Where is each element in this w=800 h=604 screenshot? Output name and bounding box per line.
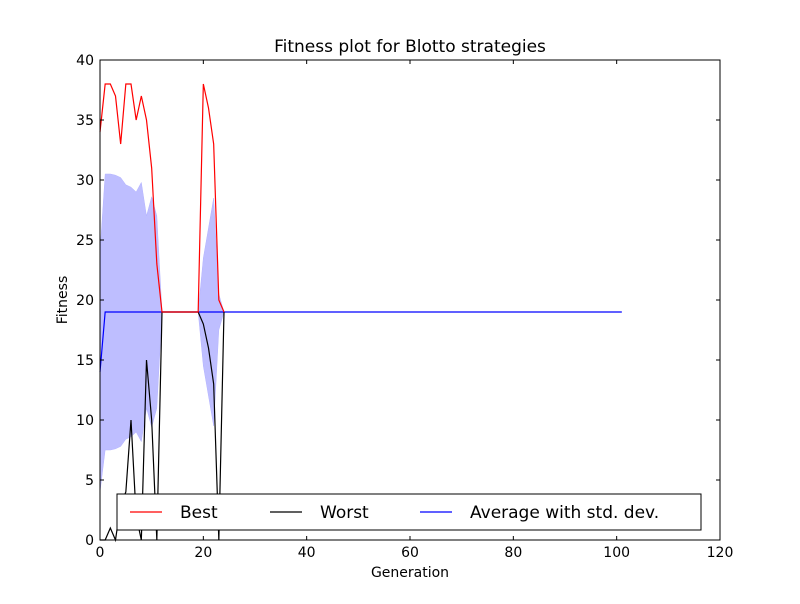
x-tick-label: 120 (707, 545, 734, 561)
series-line-average-with-std-dev (99, 311, 622, 373)
axes-layer: 0 20 40 60 80 100 120 0 5 10 15 20 25 30 35 40 (76, 53, 733, 561)
y-tick-label: 30 (76, 173, 94, 189)
x-axis-label: Generation (371, 565, 449, 581)
y-axis-label: Fitness (55, 276, 71, 325)
y-tick-label: 25 (76, 233, 94, 249)
x-tick-label: 60 (401, 545, 419, 561)
series-line-best (99, 83, 225, 313)
x-tick-label: 20 (194, 545, 212, 561)
y-tick-label: 40 (76, 53, 94, 69)
y-tick-label: 35 (76, 113, 94, 129)
y-tick-label: 0 (85, 533, 94, 549)
y-tick-label: 20 (76, 293, 94, 309)
y-tick-label: 10 (76, 413, 94, 429)
legend-label: Average with std. dev. (470, 503, 659, 523)
chart-title: Fitness plot for Blotto strategies (274, 37, 546, 57)
x-tick-label: 0 (96, 545, 105, 561)
legend-label: Best (180, 503, 218, 523)
legend-label: Worst (320, 503, 369, 523)
std-band-segment-1 (99, 173, 163, 493)
x-tick-label: 40 (298, 545, 316, 561)
x-tick-label: 100 (603, 545, 630, 561)
y-tick-label: 15 (76, 353, 94, 369)
legend: Best Worst Average with std. dev. (116, 493, 702, 531)
legend-box (116, 493, 702, 531)
x-tick-label: 80 (504, 545, 522, 561)
y-tick-label: 5 (85, 473, 94, 489)
